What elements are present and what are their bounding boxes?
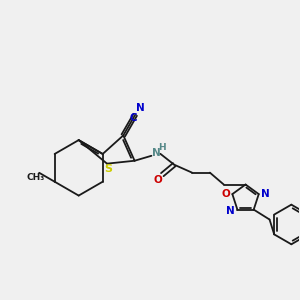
- Text: CH₃: CH₃: [26, 173, 44, 182]
- Text: N: N: [261, 189, 270, 199]
- Text: S: S: [104, 164, 112, 174]
- Text: N: N: [152, 148, 161, 158]
- Text: N: N: [226, 206, 235, 216]
- Text: N: N: [136, 103, 145, 113]
- Text: C: C: [129, 113, 137, 123]
- Text: O: O: [154, 175, 163, 184]
- Text: H: H: [158, 143, 166, 152]
- Text: O: O: [221, 189, 230, 199]
